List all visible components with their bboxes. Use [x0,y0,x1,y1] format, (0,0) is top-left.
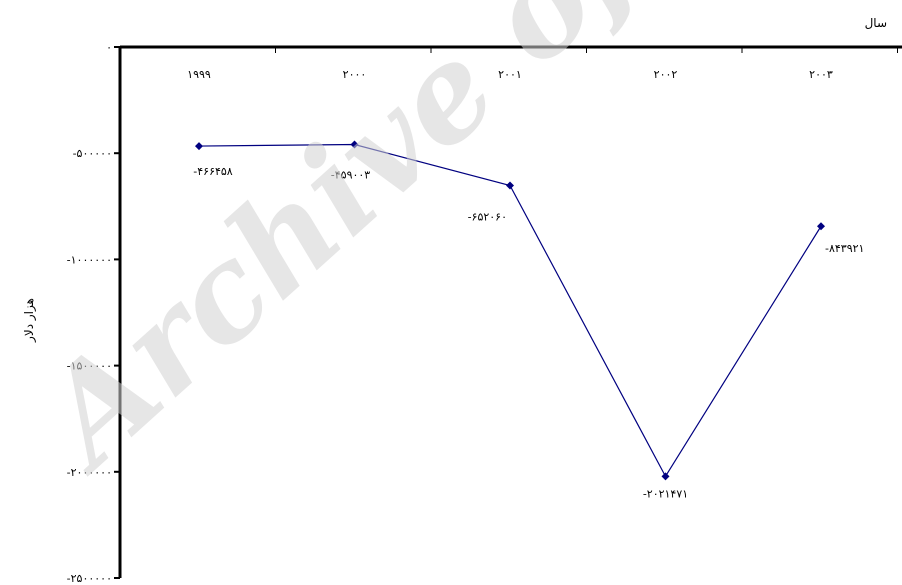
y-tick-label: -۵۰۰۰۰۰ [73,147,112,160]
x-tick-label: ۲۰۰۲ [654,68,678,81]
y-tick-label: ۰ [106,41,112,54]
data-point [195,142,203,150]
data-label: -۲۰۲۱۴۷۱ [643,487,688,500]
data-point [662,472,670,480]
y-tick-label: -۱۰۰۰۰۰۰ [67,253,112,266]
x-tick-label: ۲۰۰۳ [809,68,833,81]
y-axis-title: هزار دلار [22,298,37,343]
data-label: -۴۶۶۴۵۸ [193,165,233,178]
data-point [506,181,514,189]
y-tick-label: -۲۵۰۰۰۰۰ [67,572,112,585]
data-point [817,222,825,230]
data-label: -۶۵۲۰۶۰ [468,210,507,223]
x-axis-title: سال [865,16,887,30]
x-tick-label: ۱۹۹۹ [187,68,211,81]
data-label: -۸۴۳۹۲۱ [825,242,864,255]
